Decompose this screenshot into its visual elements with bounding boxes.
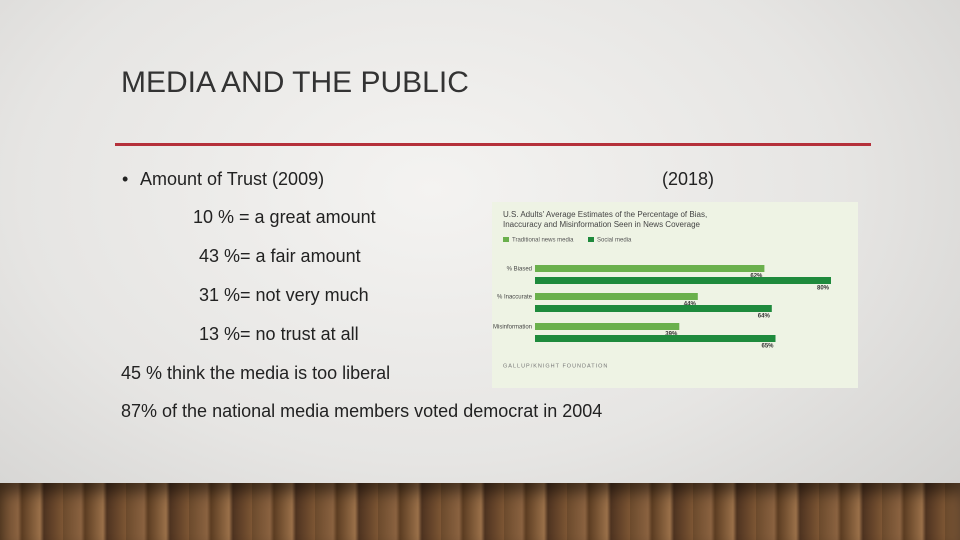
value-label: 62% xyxy=(750,274,763,280)
legend-label: Social media xyxy=(597,238,632,244)
chart-source: GALLUP/KNIGHT FOUNDATION xyxy=(503,363,608,369)
list-item: 13 %= no trust at all xyxy=(199,324,359,344)
value-label: 65% xyxy=(761,344,774,350)
list-item: 10 % = a great amount xyxy=(193,207,376,227)
bar xyxy=(535,265,765,272)
bar xyxy=(535,305,772,312)
category-label: % Inaccurate xyxy=(497,295,533,301)
chart-year: (2018) xyxy=(662,169,715,189)
bar xyxy=(535,277,831,284)
statement: 87% of the national media members voted … xyxy=(121,401,603,421)
chart: U.S. Adults' Average Estimates of the Pe… xyxy=(492,202,858,388)
legend-label: Traditional news media xyxy=(512,238,574,244)
list-item: 31 %= not very much xyxy=(199,285,369,305)
value-label: 80% xyxy=(817,286,830,292)
title-rule xyxy=(115,143,871,146)
bar xyxy=(535,293,698,300)
bullet-text: Amount of Trust (2009) xyxy=(140,169,325,189)
legend-swatch xyxy=(588,237,594,242)
legend-swatch xyxy=(503,237,509,242)
statement: 45 % think the media is too liberal xyxy=(121,363,391,383)
category-label: % Misinformation xyxy=(492,325,532,331)
floor xyxy=(0,483,960,540)
bullet-dot: • xyxy=(122,169,129,189)
chart-title: U.S. Adults' Average Estimates of the Pe… xyxy=(503,210,707,229)
slide-title: MEDIA AND THE PUBLIC xyxy=(121,66,469,99)
category-label: % Biased xyxy=(507,267,532,273)
bar xyxy=(535,335,776,342)
bar xyxy=(535,323,680,330)
list-item: 43 %= a fair amount xyxy=(199,246,361,266)
value-label: 44% xyxy=(684,302,697,308)
value-label: 64% xyxy=(758,314,771,320)
value-label: 39% xyxy=(665,332,678,338)
